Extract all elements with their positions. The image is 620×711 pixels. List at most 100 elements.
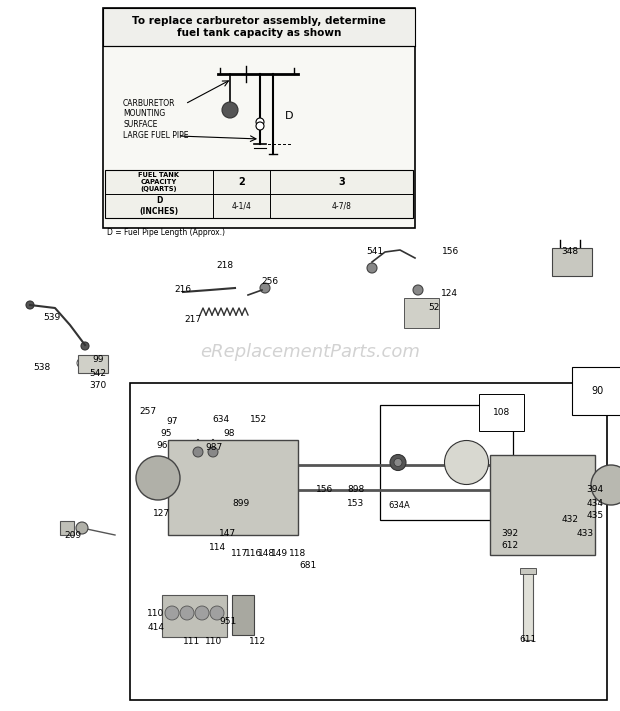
Text: 434: 434 [587, 498, 603, 508]
Bar [130, 383, 607, 700]
Ellipse shape [256, 118, 264, 126]
Text: 256: 256 [262, 277, 278, 287]
Text: CARBURETOR
MOUNTING
SURFACE: CARBURETOR MOUNTING SURFACE [123, 99, 175, 129]
Text: D: D [285, 111, 293, 121]
Text: 348: 348 [562, 247, 578, 257]
Text: 96: 96 [156, 442, 168, 451]
Text: 116: 116 [246, 548, 263, 557]
Text: 539: 539 [43, 314, 61, 323]
Ellipse shape [165, 606, 179, 620]
Text: 432: 432 [562, 515, 578, 525]
Ellipse shape [367, 263, 377, 273]
Bar [232, 595, 254, 635]
Text: 435: 435 [587, 511, 603, 520]
Text: 148: 148 [259, 548, 275, 557]
Text: 95: 95 [160, 429, 172, 437]
Text: 111: 111 [184, 638, 201, 646]
Text: 124: 124 [440, 289, 458, 297]
Text: 4-7/8: 4-7/8 [332, 201, 352, 210]
Text: 433: 433 [577, 528, 593, 538]
Bar [168, 440, 298, 535]
Text: 98: 98 [223, 429, 235, 439]
Text: 414: 414 [148, 623, 164, 631]
Text: 4-1/4: 4-1/4 [231, 201, 252, 210]
Ellipse shape [256, 122, 264, 130]
Text: 3: 3 [338, 177, 345, 187]
Ellipse shape [210, 606, 224, 620]
Bar [490, 455, 595, 555]
Text: 149: 149 [272, 548, 288, 557]
Text: 90: 90 [591, 386, 604, 396]
Text: 52: 52 [428, 304, 440, 313]
Text: 147: 147 [219, 530, 237, 538]
Bar [103, 8, 415, 46]
Text: 612: 612 [502, 542, 518, 550]
Text: 634: 634 [213, 415, 229, 424]
Bar [162, 595, 227, 637]
Ellipse shape [180, 606, 194, 620]
Text: 112: 112 [249, 638, 267, 646]
Text: 209: 209 [64, 530, 82, 540]
Text: 392: 392 [502, 528, 518, 538]
Text: 110: 110 [205, 638, 223, 646]
Ellipse shape [591, 465, 620, 505]
Ellipse shape [394, 459, 402, 466]
Ellipse shape [77, 358, 87, 368]
Text: 370: 370 [89, 382, 107, 390]
Text: 257: 257 [140, 407, 157, 417]
Text: 2: 2 [238, 177, 245, 187]
Ellipse shape [222, 102, 238, 118]
Text: 216: 216 [174, 284, 192, 294]
Text: 541: 541 [366, 247, 384, 257]
Bar [103, 8, 415, 228]
Text: 898: 898 [347, 486, 365, 494]
Text: 218: 218 [216, 260, 234, 269]
Text: D = Fuel Pipe Length (Approx.): D = Fuel Pipe Length (Approx.) [107, 228, 225, 237]
Text: 127: 127 [153, 508, 170, 518]
Bar [520, 568, 536, 574]
Bar [404, 298, 439, 328]
Text: 634A: 634A [388, 501, 410, 510]
Ellipse shape [390, 454, 406, 471]
Text: 117: 117 [231, 548, 249, 557]
Ellipse shape [193, 447, 203, 457]
Bar [380, 405, 513, 520]
Ellipse shape [81, 342, 89, 350]
Text: D
(INCHES): D (INCHES) [140, 196, 179, 215]
Text: To replace carburetor assembly, determine
fuel tank capacity as shown: To replace carburetor assembly, determin… [132, 16, 386, 38]
Text: FUEL TANK
CAPACITY
(QUARTS): FUEL TANK CAPACITY (QUARTS) [138, 172, 180, 192]
Text: 156: 156 [316, 486, 334, 494]
Text: LARGE FUEL PIPE: LARGE FUEL PIPE [123, 132, 188, 141]
Ellipse shape [136, 456, 180, 500]
Bar [60, 521, 74, 535]
Text: 114: 114 [210, 542, 226, 552]
Ellipse shape [208, 447, 218, 457]
Ellipse shape [26, 301, 34, 309]
Text: 97: 97 [166, 417, 178, 425]
Ellipse shape [260, 283, 270, 293]
Text: 108: 108 [493, 408, 510, 417]
Bar [552, 248, 592, 276]
Text: 152: 152 [250, 415, 268, 424]
Bar [105, 170, 413, 218]
Bar [523, 570, 533, 640]
Ellipse shape [76, 522, 88, 534]
Text: 156: 156 [443, 247, 459, 257]
Text: 118: 118 [290, 548, 307, 557]
Text: 538: 538 [33, 363, 51, 373]
Text: 681: 681 [299, 562, 317, 570]
Text: 110: 110 [148, 609, 165, 617]
Text: 951: 951 [219, 617, 237, 626]
Text: 987: 987 [205, 442, 223, 451]
Ellipse shape [195, 606, 209, 620]
Text: 153: 153 [347, 498, 365, 508]
Text: 217: 217 [184, 316, 202, 324]
Text: 899: 899 [232, 498, 250, 508]
Text: 99: 99 [92, 356, 104, 365]
Text: 542: 542 [89, 368, 107, 378]
Text: 394: 394 [587, 486, 603, 494]
Text: eReplacementParts.com: eReplacementParts.com [200, 343, 420, 361]
Ellipse shape [413, 285, 423, 295]
Bar [78, 355, 108, 373]
Ellipse shape [445, 441, 489, 484]
